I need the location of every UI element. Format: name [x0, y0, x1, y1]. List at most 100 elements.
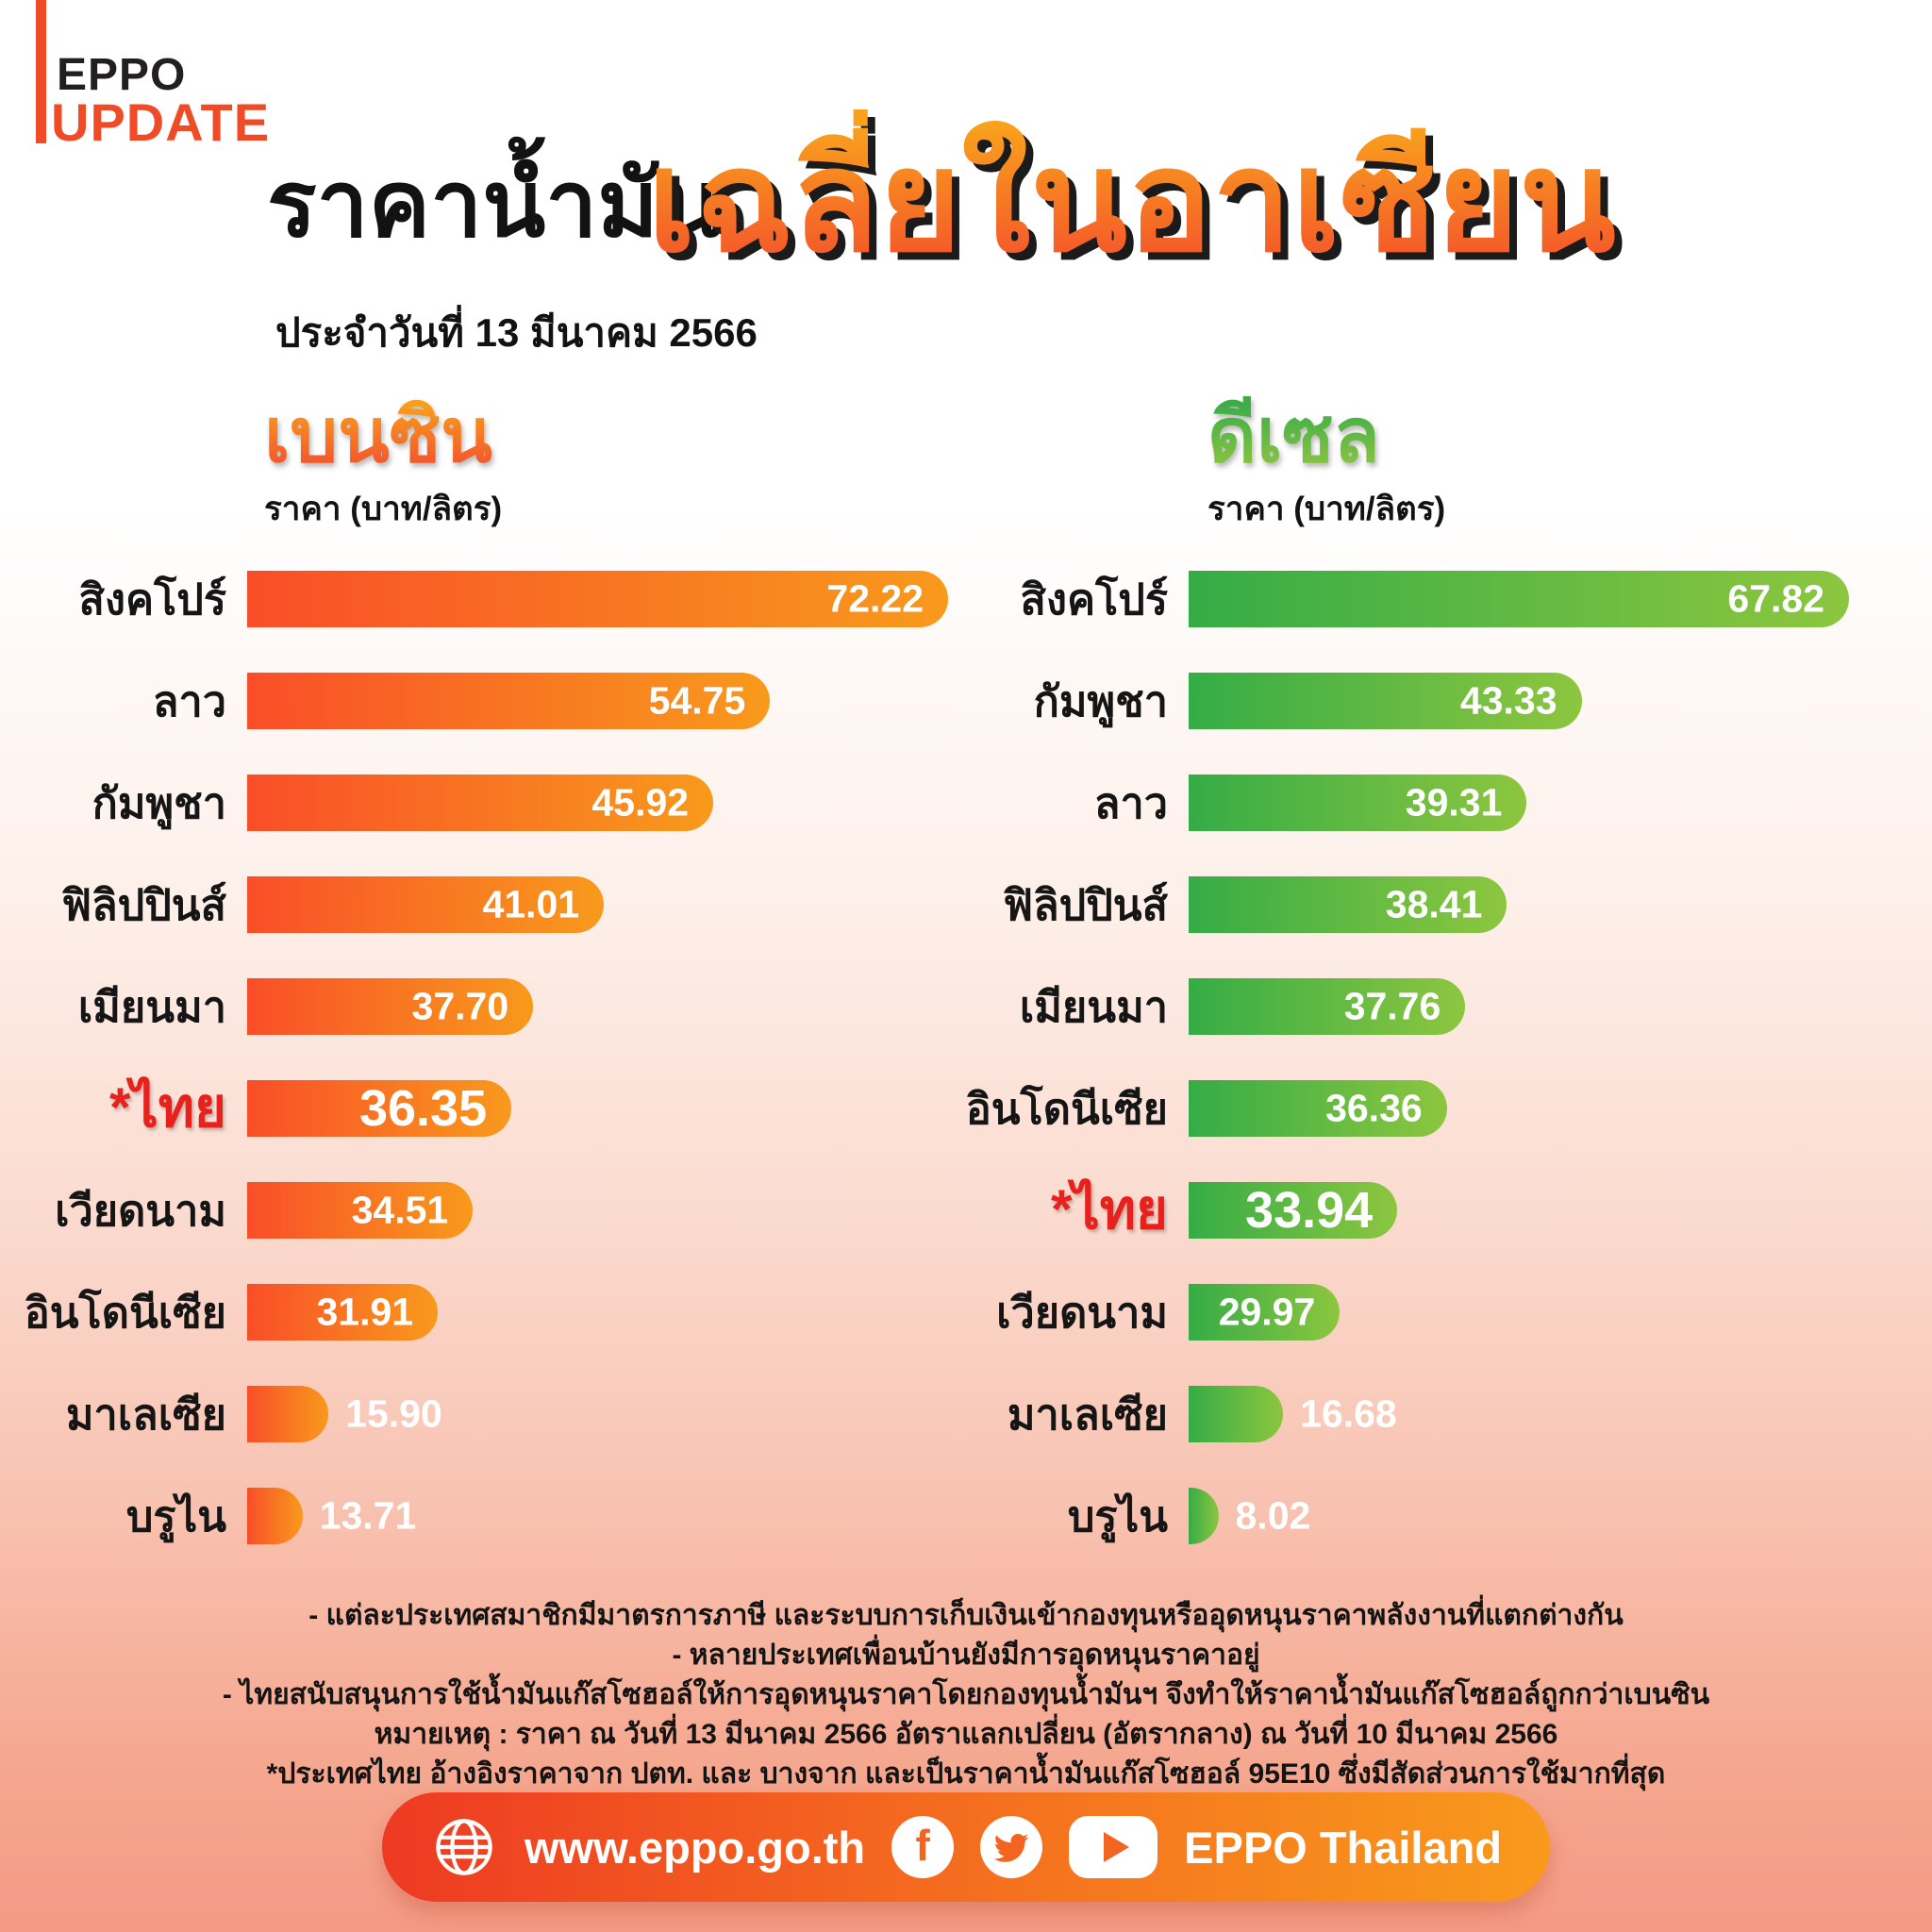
price-bar	[247, 1488, 303, 1544]
country-label: *ไทย	[109, 1077, 226, 1139]
country-label: มาเลเซีย	[65, 1390, 226, 1439]
bar-track: 31.91	[247, 1284, 948, 1341]
price-value: 72.22	[826, 576, 924, 621]
website-link[interactable]: www.eppo.go.th	[524, 1822, 866, 1873]
price-value: 37.70	[411, 984, 509, 1028]
bar-track: 8.02	[1189, 1488, 1849, 1544]
bar-track: 41.01	[247, 876, 948, 933]
price-value: 29.97	[1218, 1290, 1316, 1334]
bar-track: 43.33	[1189, 673, 1849, 729]
bar-track: 16.68	[1189, 1386, 1849, 1442]
price-bar: 72.22	[247, 571, 948, 627]
bar-track: 37.76	[1189, 978, 1849, 1035]
price-bar: 31.91	[247, 1284, 439, 1341]
price-bar: 43.33	[1189, 673, 1582, 729]
country-label: *ไทย	[1051, 1179, 1168, 1241]
logo-text-eppo: EPPO	[57, 50, 187, 100]
country-label: ฟิลิปปินส์	[61, 880, 226, 929]
price-bar: 41.01	[247, 876, 605, 933]
price-bar: 39.31	[1189, 774, 1527, 831]
price-bar: 36.36	[1189, 1080, 1447, 1137]
diesel-section-title: ดีเซล	[1208, 393, 1380, 477]
country-label: อินโดนีเซีย	[965, 1084, 1168, 1133]
bar-track: 67.82	[1189, 571, 1849, 627]
price-value: 67.82	[1727, 576, 1824, 621]
price-bar: 38.41	[1189, 876, 1507, 933]
bar-row: เวียดนาม 29.97	[960, 1284, 1849, 1341]
globe-icon	[430, 1813, 498, 1881]
footnote-line: หมายเหตุ : ราคา ณ วันที่ 13 มีนาคม 2566 …	[374, 1719, 1558, 1750]
footnote-line: - หลายประเทศเพื่อนบ้านยังมีการอุดหนุนราค…	[672, 1640, 1260, 1671]
country-label: อินโดนีเซีย	[24, 1288, 226, 1337]
price-value: 38.41	[1385, 882, 1483, 926]
bar-row: อินโดนีเซีย 36.36	[960, 1080, 1849, 1137]
bar-row: ลาว 39.31	[960, 774, 1849, 831]
bar-track: 54.75	[247, 673, 948, 729]
country-label: ฟิลิปปินส์	[1003, 880, 1168, 929]
diesel-unit-label: ราคา (บาท/ลิตร)	[1208, 491, 1446, 527]
price-bar: 54.75	[247, 673, 771, 729]
bar-row: เมียนมา 37.76	[960, 978, 1849, 1035]
bar-row: ฟิลิปปินส์ 41.01	[0, 876, 948, 933]
country-label: ลาว	[1093, 778, 1168, 827]
benzine-chart: เบนซิน ราคา (บาท/ลิตร) สิงคโปร์ 72.22 ลาว 5…	[0, 394, 948, 1590]
price-bar: 45.92	[247, 774, 714, 831]
facebook-icon[interactable]: f	[891, 1816, 955, 1878]
price-bar	[1189, 1386, 1284, 1442]
bar-track: 45.92	[247, 774, 948, 831]
bar-row: สิงคโปร์ 67.82	[960, 571, 1849, 627]
bar-track: 13.71	[247, 1488, 948, 1544]
benzine-rows: สิงคโปร์ 72.22 ลาว 54.75 กัมพูชา 45.92 ฟิลิปปิ…	[0, 571, 948, 1544]
price-bar: 37.76	[1189, 978, 1466, 1035]
youtube-icon[interactable]	[1069, 1816, 1158, 1878]
bar-row: มาเลเซีย 15.90	[0, 1386, 948, 1442]
page-title-orange: เฉลี่ยในอาเซียน	[647, 109, 1616, 293]
bar-track: 34.51	[247, 1182, 948, 1239]
bar-row: *ไทย 33.94	[960, 1182, 1849, 1239]
price-bar: 29.97	[1189, 1284, 1341, 1341]
country-label: มาเลเซีย	[1007, 1390, 1168, 1439]
price-value: 31.91	[316, 1290, 414, 1334]
bar-row: กัมพูชา 45.92	[0, 774, 948, 831]
bar-row: อินโดนีเซีย 31.91	[0, 1284, 948, 1341]
benzine-unit-label: ราคา (บาท/ลิตร)	[264, 491, 503, 527]
footnote-line: *ประเทศไทย อ้างอิงราคาจาก ปตท. และ บางจา…	[266, 1758, 1666, 1790]
country-label: สิงคโปร์	[78, 575, 226, 624]
logo-accent-line	[36, 0, 46, 143]
bar-row: บรูไน 8.02	[960, 1488, 1849, 1544]
footer-brand-label: EPPO Thailand	[1184, 1822, 1503, 1873]
price-value: 34.51	[351, 1188, 449, 1232]
footer-link-bar: www.eppo.go.th f EPPO Thailand	[382, 1792, 1550, 1902]
price-bar: 33.94	[1189, 1182, 1398, 1239]
country-label: เวียดนาม	[55, 1186, 226, 1235]
price-value: 16.68	[1300, 1391, 1397, 1436]
bar-row: สิงคโปร์ 72.22	[0, 571, 948, 627]
price-value: 36.35	[358, 1080, 488, 1137]
bar-track: 39.31	[1189, 774, 1849, 831]
price-bar: 36.35	[247, 1080, 512, 1137]
footnote-line: - ไทยสนับสนุนการใช้น้ำมันแก๊สโซฮอล์ให้กา…	[222, 1679, 1710, 1710]
price-bar	[247, 1386, 329, 1442]
country-label: เวียดนาม	[996, 1288, 1168, 1337]
twitter-icon[interactable]	[980, 1816, 1043, 1878]
price-value: 45.92	[591, 780, 690, 824]
price-value: 39.31	[1405, 780, 1503, 824]
diesel-chart: ดีเซล ราคา (บาท/ลิตร) สิงคโปร์ 67.82 กัมพู…	[960, 394, 1849, 1590]
country-label: บรูไน	[1067, 1491, 1168, 1541]
bar-track: 36.35	[247, 1080, 948, 1137]
page-title-date: ประจำวันที่ 13 มีนาคม 2566	[275, 310, 758, 355]
country-label: สิงคโปร์	[1020, 575, 1168, 624]
price-value: 13.71	[319, 1493, 417, 1538]
country-label: กัมพูชา	[1033, 676, 1168, 725]
logo-text-update: UPDATE	[51, 92, 271, 152]
page-title-black: ราคาน้ำมัน	[267, 152, 722, 256]
bar-row: ฟิลิปปินส์ 38.41	[960, 876, 1849, 933]
price-bar: 37.70	[247, 978, 534, 1035]
price-bar	[1189, 1488, 1219, 1544]
country-label: กัมพูชา	[92, 778, 226, 827]
country-label: เมียนมา	[77, 982, 226, 1031]
bar-row: กัมพูชา 43.33	[960, 673, 1849, 729]
price-value: 41.01	[482, 882, 580, 926]
price-value: 8.02	[1235, 1493, 1311, 1538]
footnotes: - แต่ละประเทศสมาชิกมีมาตรการภาษี และระบบ…	[0, 1596, 1932, 1794]
